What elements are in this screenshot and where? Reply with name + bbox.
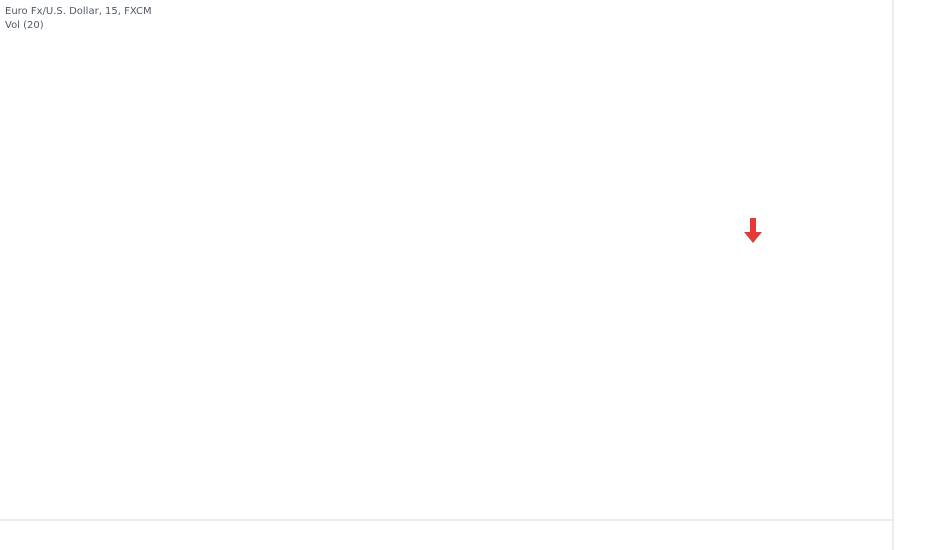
short-arrow [744, 218, 762, 243]
chart-title: Euro Fx/U.S. Dollar, 15, FXCM [5, 6, 152, 17]
volume-legend: Vol (20) [5, 20, 44, 31]
